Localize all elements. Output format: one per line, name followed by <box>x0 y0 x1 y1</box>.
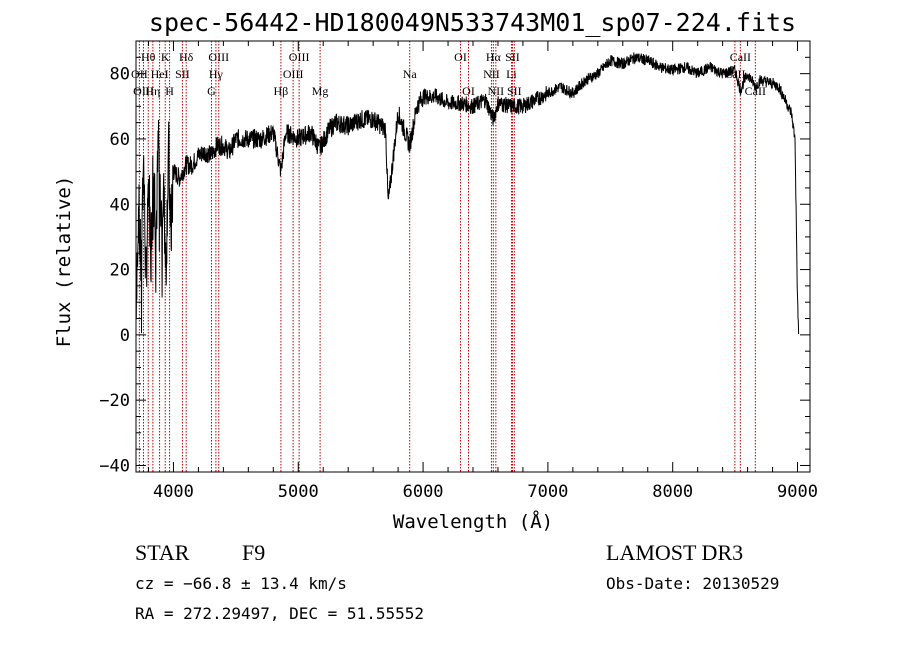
spectral-line-label: NII <box>483 67 500 81</box>
spectral-line-label: SII <box>505 50 520 64</box>
spectral-line-label: OII <box>131 67 148 81</box>
x-tick-label: 7000 <box>527 482 568 502</box>
x-tick-label: 8000 <box>652 482 693 502</box>
spectral-line-label: OIII <box>289 50 310 64</box>
object-class: STAR <box>135 540 190 565</box>
spectral-line-label: SII <box>175 67 190 81</box>
spectral-line-label: Hβ <box>274 84 289 98</box>
spectral-line-label: Hδ <box>179 50 194 64</box>
y-tick-label: 60 <box>110 130 130 150</box>
spectral-line-label: OIII <box>208 50 229 64</box>
spectral-line-label: G <box>207 84 216 98</box>
observation-date: Obs-Date: 20130529 <box>606 574 780 593</box>
spectral-line-label: Hγ <box>209 67 224 81</box>
spectral-line-label: OIII <box>283 67 304 81</box>
spectral-line-label: Hθ <box>141 50 156 64</box>
redshift-velocity: cz = −66.8 ± 13.4 km/s <box>135 574 347 593</box>
spectral-subclass: F9 <box>242 540 266 565</box>
y-tick-label: 40 <box>110 195 130 215</box>
x-tick-label: 4000 <box>153 482 194 502</box>
spectral-line-label: OIII <box>133 84 154 98</box>
spectral-line-label: Na <box>403 67 418 81</box>
x-tick-label: 6000 <box>403 482 444 502</box>
sky-coordinates: RA = 272.29497, DEC = 51.55552 <box>135 604 424 623</box>
y-tick-label: −20 <box>99 391 130 411</box>
spectral-line-label: HeI <box>151 67 169 81</box>
spectral-line-label: CaII <box>730 50 751 64</box>
x-axis-label: Wavelength (Å) <box>393 510 553 533</box>
spectral-line-label: Mg <box>312 84 329 98</box>
chart-title: spec-56442-HD180049N533743M01_sp07-224.f… <box>148 8 797 37</box>
spectral-line-label: CaII <box>745 84 766 98</box>
spectral-line-label: Hη <box>145 84 160 98</box>
flux-series-line <box>135 52 800 335</box>
spectral-line-label: K <box>161 50 170 64</box>
spectral-line-label: Li <box>506 67 517 81</box>
spectral-line-label: OI <box>462 84 475 98</box>
y-tick-label: 80 <box>110 65 130 85</box>
y-tick-label: −40 <box>99 456 130 476</box>
survey-label: LAMOST DR3 <box>606 540 744 565</box>
y-tick-label: 20 <box>110 261 130 281</box>
x-tick-label: 9000 <box>777 482 818 502</box>
spectral-line-label: SII <box>507 84 522 98</box>
spectral-line-label: CaII <box>724 67 745 81</box>
spectral-line-label: NII <box>488 84 505 98</box>
y-axis-label: Flux (relative) <box>53 176 75 348</box>
spectral-line-label: Hα <box>486 50 502 64</box>
x-tick-label: 5000 <box>278 482 319 502</box>
spectral-line-label: OI <box>454 50 467 64</box>
y-tick-label: 0 <box>120 326 130 346</box>
spectral-line-label: H <box>165 84 174 98</box>
